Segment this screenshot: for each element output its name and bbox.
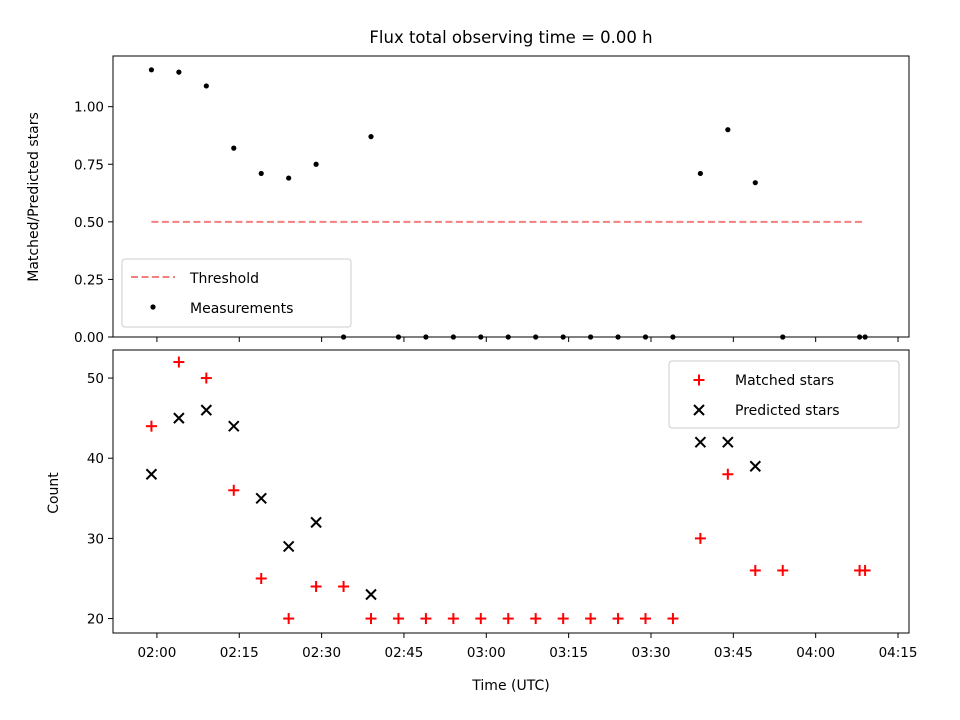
bottom-y-tick-label: 20: [87, 612, 104, 628]
measurement-point: [258, 170, 264, 177]
top-legend: Threshold Measurements: [121, 258, 352, 328]
matched-star-point: [475, 613, 487, 625]
predicted-star-stroke-b: [722, 436, 734, 448]
matched-star-point: [283, 613, 295, 625]
predicted-star-point: [722, 436, 734, 448]
legend-threshold-label: Threshold: [189, 271, 259, 287]
matched-star-point: [859, 564, 871, 576]
legend-measurements-label: Measurements: [190, 301, 293, 317]
legend-measurements-swatch: [150, 304, 156, 310]
x-tick-label: 03:00: [467, 645, 506, 661]
predicted-star-point: [749, 460, 761, 472]
top-y-tick-label: 0.25: [74, 272, 104, 288]
x-tick-label: 02:45: [384, 645, 423, 661]
top-y-tick-label: 0.00: [74, 330, 104, 346]
matched-star-point: [722, 468, 734, 480]
measurement-point: [697, 170, 703, 177]
top-y-tick-label: 0.50: [74, 215, 104, 231]
predicted-star-stroke-b: [694, 436, 707, 448]
predicted-star-stroke-b: [365, 588, 377, 601]
predicted-star-point: [200, 404, 213, 416]
matched-star-point: [228, 484, 240, 496]
x-tick-label: 02:15: [220, 645, 259, 661]
matched-star-point: [667, 613, 679, 625]
measurement-point: [752, 180, 758, 186]
top-legend-box: [121, 258, 352, 328]
predicted-star-stroke-b: [255, 492, 267, 505]
top-y-tick-label: 0.75: [74, 157, 104, 173]
measurement-point: [176, 69, 182, 75]
x-tick-label: 04:15: [879, 645, 918, 661]
predicted-star-point: [282, 540, 295, 553]
top-axes: 0.00 0.25 0.50 0.75 1.00 Threshold Measurement…: [74, 55, 910, 346]
bottom-y-tick-label: 40: [87, 451, 104, 467]
predicted-star-point: [694, 436, 707, 448]
top-chart-title: Flux total observing time = 0.00 h: [369, 28, 652, 47]
matched-star-point: [145, 420, 157, 432]
matched-star-point: [338, 581, 350, 593]
bottom-y-tick-label: 30: [87, 531, 104, 547]
predicted-star-stroke-b: [749, 460, 761, 472]
predicted-star-point: [310, 516, 322, 529]
bottom-legend: Matched stars Predicted stars: [668, 360, 900, 429]
x-tick-label: 03:15: [549, 645, 588, 661]
x-tick-label: 04:00: [796, 645, 835, 661]
legend-predicted-label: Predicted stars: [735, 403, 840, 419]
matched-star-point: [200, 372, 212, 384]
x-tick-label: 03:30: [632, 645, 671, 661]
bottom-y-tick-label: 50: [87, 371, 104, 387]
measurement-point: [313, 161, 319, 167]
predicted-star-point: [255, 492, 267, 505]
predicted-star-point: [228, 420, 240, 432]
matched-star-point: [392, 613, 404, 625]
matched-star-point: [310, 581, 322, 593]
predicted-star-point: [145, 468, 158, 480]
measurement-point: [725, 127, 731, 133]
matched-star-point: [694, 532, 706, 544]
matched-star-point: [502, 613, 514, 625]
predicted-star-point: [173, 412, 185, 424]
legend-predicted-swatch-b: [693, 404, 705, 416]
measurement-point: [231, 145, 237, 151]
matched-star-point: [777, 564, 789, 576]
measurement-point: [368, 134, 374, 140]
matched-star-point: [255, 572, 267, 584]
measurement-point: [203, 83, 209, 89]
x-tick-label: 03:45: [714, 645, 753, 661]
x-tick-label: 02:00: [137, 645, 176, 661]
matched-star-point: [530, 613, 542, 625]
measurement-point: [286, 175, 292, 181]
predicted-star-stroke-b: [228, 420, 240, 432]
top-y-axis-label: Matched/Predicted stars: [26, 112, 42, 282]
matched-star-point: [585, 613, 597, 625]
matched-star-point: [173, 356, 185, 368]
predicted-star-stroke-b: [282, 540, 295, 553]
predicted-star-point: [365, 588, 377, 601]
bottom-axes: 20 30 40 50 02:00 02:15 02:30 02:45 03:00 03:15 03…: [87, 349, 918, 661]
measurement-point: [148, 67, 155, 73]
bottom-axes-frame: [112, 349, 910, 634]
predicted-star-stroke-b: [145, 468, 158, 480]
legend-matched-label: Matched stars: [735, 373, 834, 389]
bottom-legend-box: [668, 360, 900, 429]
matched-star-point: [639, 613, 651, 625]
top-y-tick-label: 1.00: [74, 100, 104, 116]
matched-star-point: [420, 613, 432, 625]
matched-star-point: [365, 613, 377, 625]
predicted-star-stroke-b: [310, 516, 322, 529]
matched-star-point: [557, 613, 569, 625]
predicted-star-stroke-b: [200, 404, 213, 416]
matched-star-point: [612, 613, 624, 625]
bottom-y-axis-label: Count: [46, 472, 62, 514]
predicted-star-stroke-b: [173, 412, 185, 424]
x-tick-label: 02:30: [302, 645, 341, 661]
matched-star-point: [447, 613, 459, 625]
x-axis-label: Time (UTC): [471, 678, 549, 694]
top-axes-frame: [112, 55, 910, 338]
matched-star-point: [749, 564, 761, 576]
